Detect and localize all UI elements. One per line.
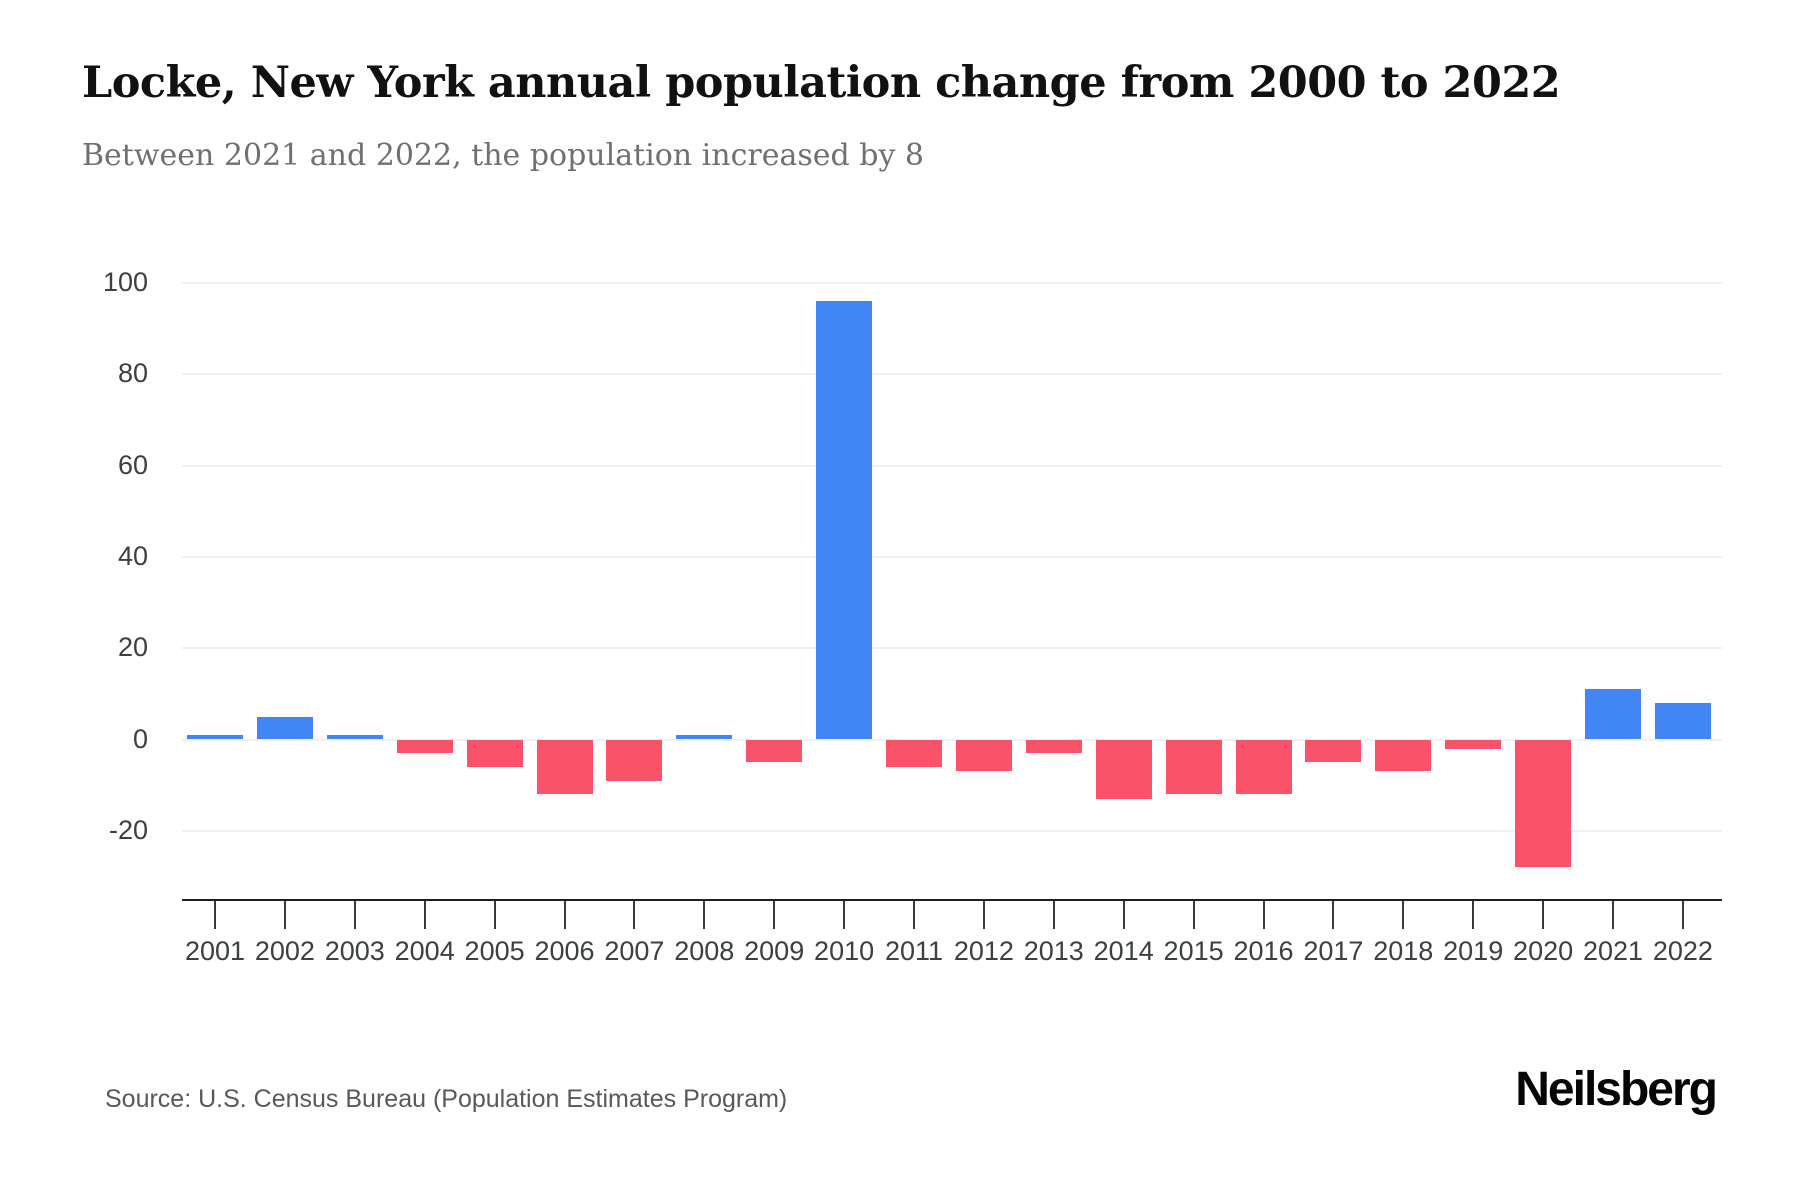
bar-2022[interactable] — [1654, 702, 1711, 740]
gridline-y--20 — [182, 829, 1722, 832]
x-axis-tick — [1402, 901, 1405, 929]
gridline-y-40 — [182, 555, 1722, 558]
x-axis-tick-label: 2015 — [1163, 936, 1224, 966]
x-axis-tick — [283, 901, 286, 929]
gridline-y-100 — [182, 282, 1722, 284]
x-axis-tick — [1262, 901, 1265, 929]
x-axis-tick-label: 2008 — [674, 936, 735, 966]
bar-2019[interactable] — [1445, 739, 1502, 749]
x-axis-tick-label: 2002 — [254, 936, 315, 966]
x-axis-tick — [1542, 901, 1545, 929]
x-axis-tick-label: 2017 — [1303, 936, 1364, 966]
y-axis-tick-label: 0 — [132, 723, 148, 754]
x-axis-tick — [214, 901, 216, 929]
x-axis-tick-label: 2020 — [1513, 936, 1574, 966]
y-axis-tick-label: -20 — [108, 814, 148, 845]
x-axis-tick-label: 2001 — [184, 936, 246, 966]
bar-2008[interactable] — [676, 734, 733, 740]
bar-2004[interactable] — [396, 739, 453, 754]
x-axis-tick — [563, 901, 566, 929]
bar-2016[interactable] — [1235, 739, 1292, 795]
x-axis-tick-label: 2003 — [324, 936, 385, 966]
gridline-y-60 — [182, 464, 1722, 467]
x-axis-tick — [843, 901, 846, 929]
gridline-y-80 — [182, 373, 1722, 376]
x-axis-tick-label: 2018 — [1373, 936, 1434, 966]
x-axis-tick — [1332, 901, 1335, 929]
x-axis-tick — [913, 901, 915, 929]
bar-2014[interactable] — [1095, 739, 1152, 799]
gridline-y-20 — [182, 647, 1722, 650]
x-axis-tick-label: 2021 — [1582, 936, 1644, 966]
x-axis-tick-label: 2012 — [953, 936, 1014, 966]
x-axis-tick-label: 2016 — [1233, 936, 1294, 966]
x-axis-tick — [1052, 901, 1055, 929]
bar-2005[interactable] — [466, 739, 523, 767]
x-axis-tick-label: 2014 — [1093, 936, 1154, 966]
x-axis-tick — [1122, 901, 1125, 929]
x-axis-tick — [773, 901, 776, 929]
x-axis-tick-label: 2013 — [1023, 936, 1084, 966]
x-axis-tick — [493, 901, 496, 929]
bar-2002[interactable] — [256, 716, 313, 740]
bar-2003[interactable] — [326, 734, 383, 740]
x-axis-tick-label: 2019 — [1443, 936, 1504, 966]
x-axis-tick-label: 2005 — [464, 936, 525, 966]
x-axis-tick — [1192, 901, 1195, 929]
x-axis-tick — [353, 901, 356, 929]
x-axis-tick — [703, 901, 706, 929]
neilsberg-logo: Neilsberg — [1515, 1063, 1718, 1116]
x-axis-tick — [1472, 901, 1475, 929]
source-caption: Source: U.S. Census Bureau (Population E… — [105, 1085, 788, 1113]
y-axis-tick-label: 80 — [117, 358, 148, 389]
x-axis-tick-label: 2006 — [534, 936, 595, 966]
bar-2007[interactable] — [606, 739, 663, 781]
x-axis-tick — [633, 901, 636, 929]
y-axis-tick-label: 100 — [102, 267, 148, 297]
bar-2006[interactable] — [536, 739, 593, 795]
x-axis-tick-label: 2011 — [884, 936, 944, 966]
x-axis-tick-label: 2004 — [394, 936, 455, 966]
y-axis-tick-label: 40 — [117, 540, 148, 571]
bar-2013[interactable] — [1025, 739, 1082, 754]
bar-2011[interactable] — [886, 739, 942, 767]
bar-2015[interactable] — [1165, 739, 1222, 795]
y-axis-tick-label: 20 — [117, 632, 148, 663]
bar-2009[interactable] — [746, 739, 803, 763]
bar-2010[interactable] — [816, 301, 873, 740]
chart-subtitle: Between 2021 and 2022, the population in… — [82, 138, 925, 173]
gridline-y-0 — [182, 738, 1722, 741]
bar-2001[interactable] — [187, 734, 243, 740]
x-axis-tick — [1681, 901, 1684, 929]
x-axis-tick — [1612, 901, 1614, 929]
bar-2020[interactable] — [1515, 739, 1572, 868]
x-axis-tick-label: 2010 — [814, 936, 875, 966]
x-axis-tick-label: 2007 — [604, 936, 665, 966]
bar-2021[interactable] — [1585, 689, 1641, 740]
x-axis-tick — [982, 901, 985, 929]
x-axis-line — [182, 899, 1722, 901]
chart-title: Locke, New York annual population change… — [82, 58, 1561, 108]
x-axis-tick-label: 2009 — [744, 936, 805, 966]
x-axis-tick-label: 2022 — [1652, 936, 1713, 966]
bar-2017[interactable] — [1305, 739, 1362, 763]
bar-2018[interactable] — [1375, 739, 1432, 772]
x-axis-tick — [423, 901, 426, 929]
y-axis-tick-label: 60 — [117, 449, 148, 480]
bar-2012[interactable] — [955, 739, 1012, 772]
